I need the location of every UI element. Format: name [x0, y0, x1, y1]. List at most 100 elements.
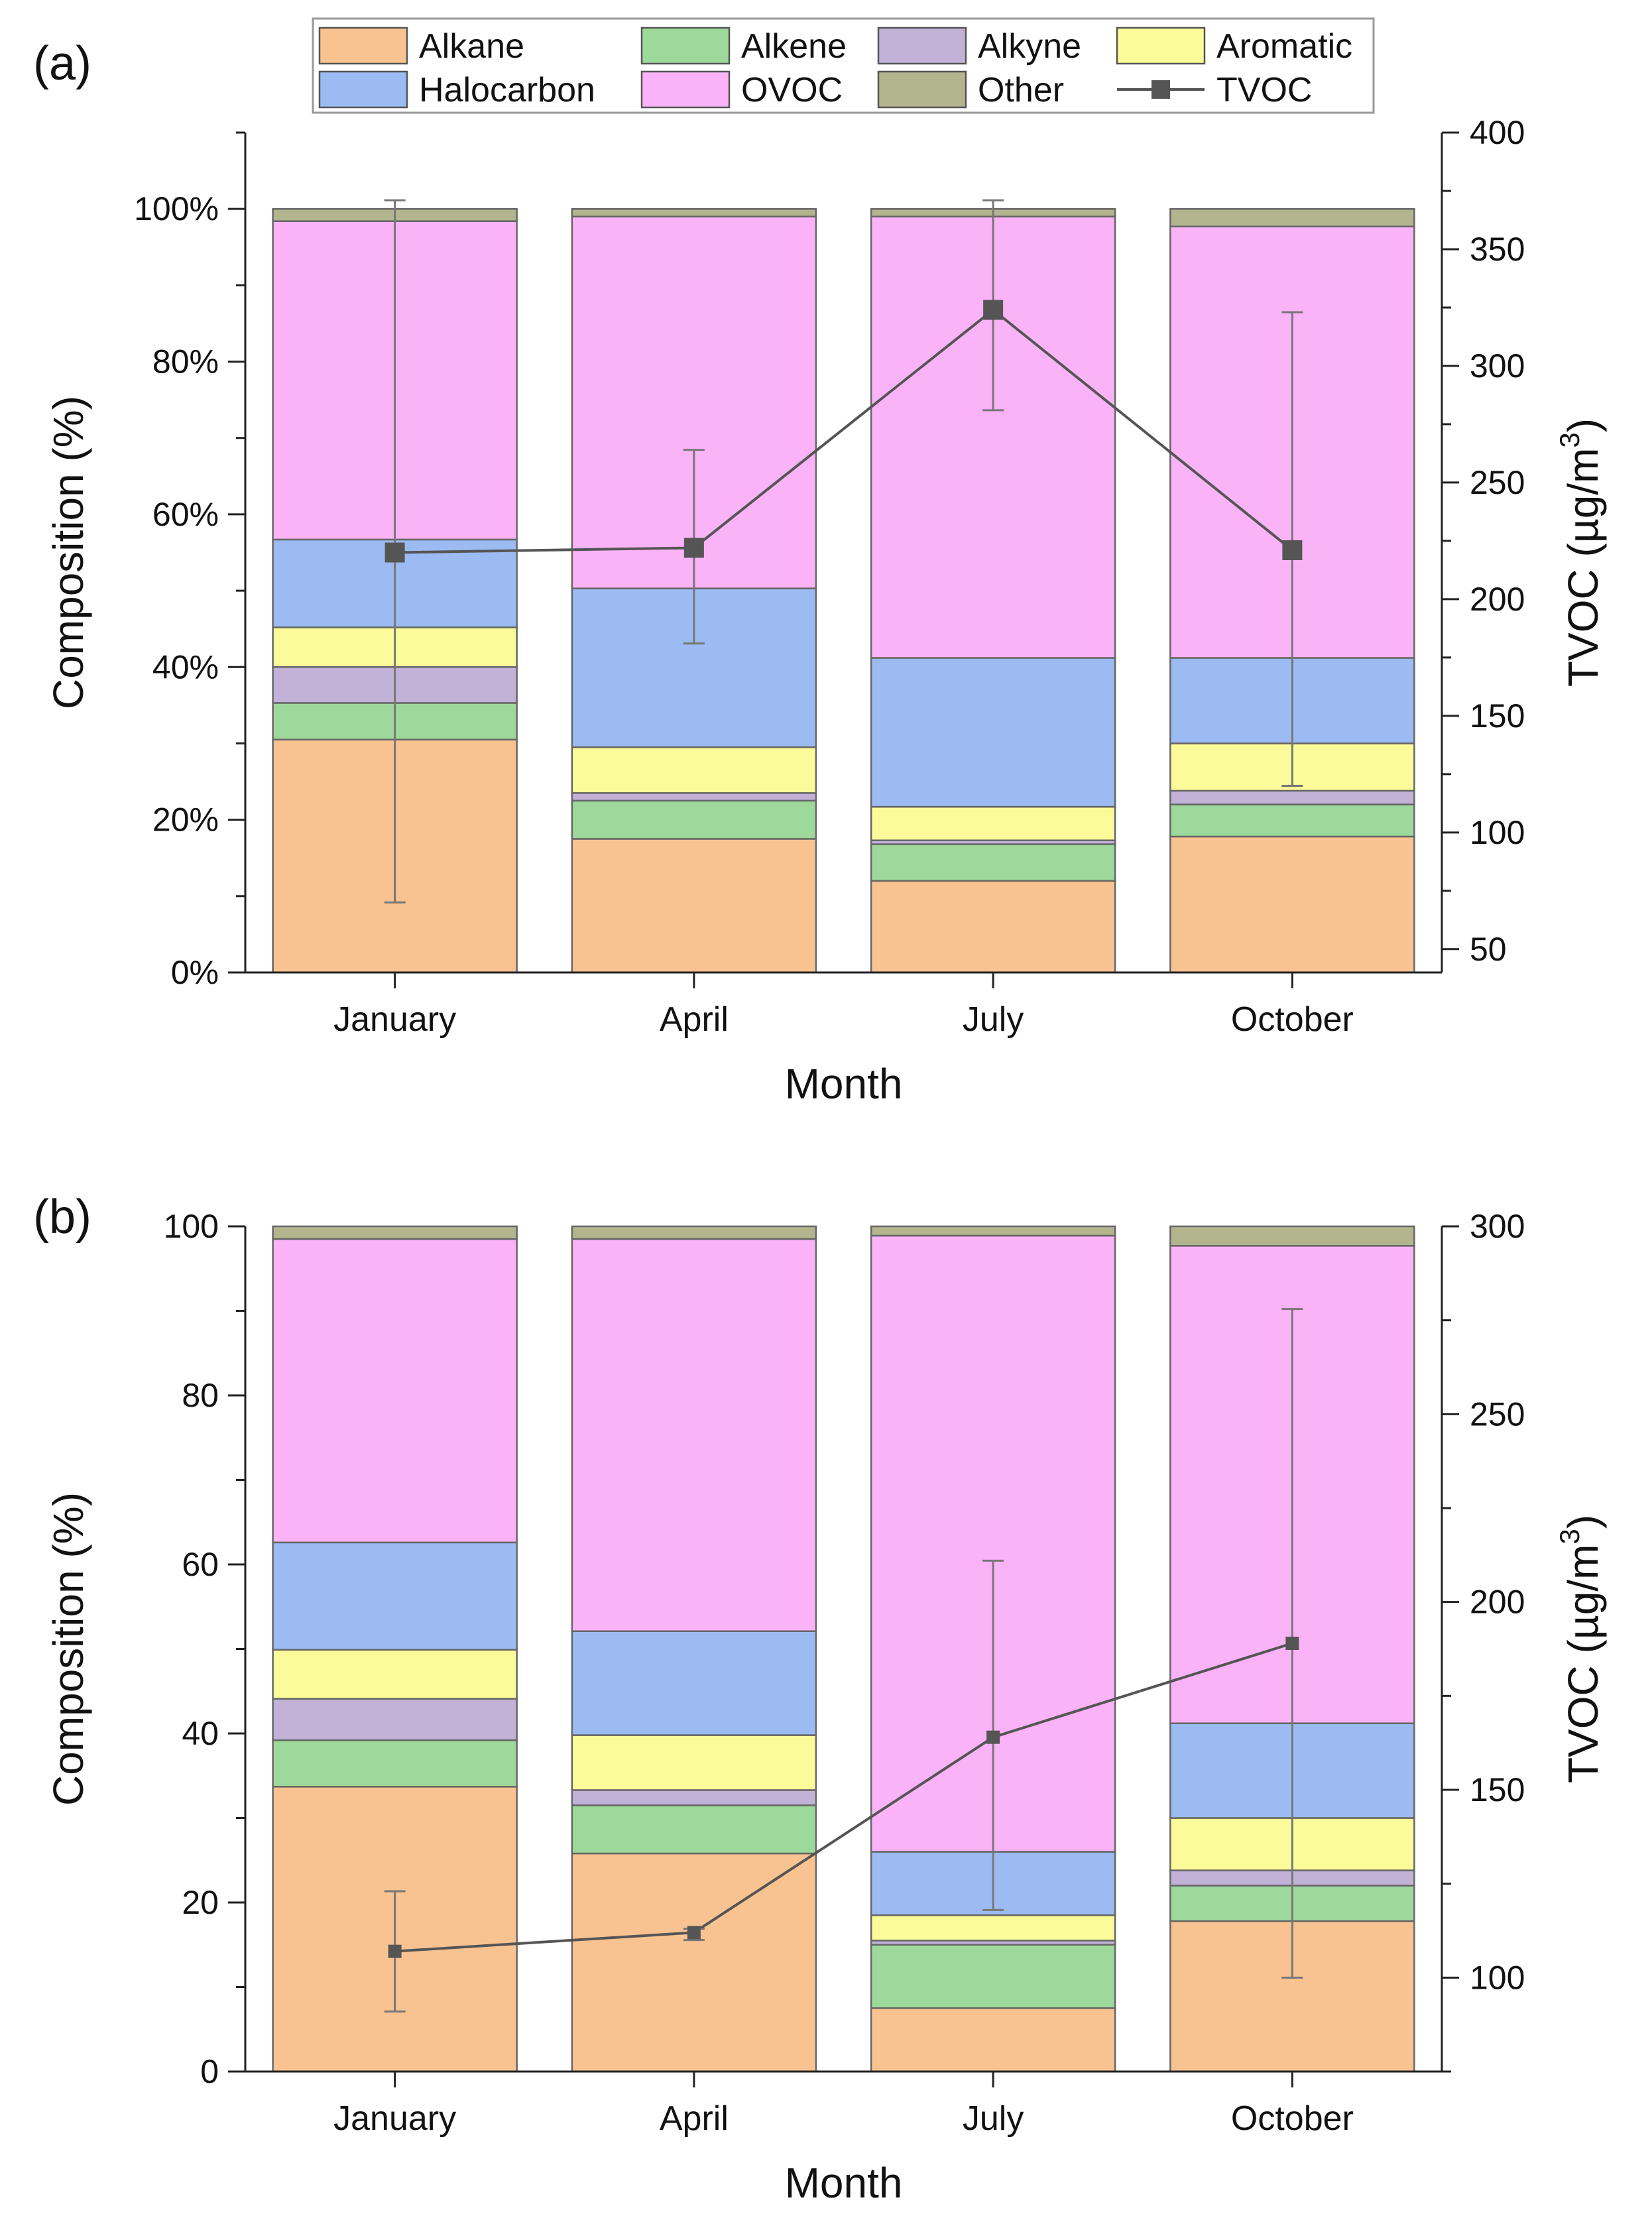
legend-entry-alkyne-swatch [877, 27, 967, 65]
panel-b-tvoc-point-july [986, 1730, 1000, 1744]
panel-b-tvoc-point-april [687, 1926, 701, 1940]
panel-a-bar-april-aromatic [571, 746, 817, 794]
panel-a-bar-october-alkane [1169, 835, 1415, 974]
panel-a-bar-july-alkene [870, 843, 1116, 882]
panel-a-bar-july-alkane [870, 880, 1116, 974]
panel-a-y-axis-title: Composition (%) [44, 396, 92, 709]
panel-a-left-tick-label-3: 60% [152, 496, 219, 533]
panel-b-bar-january-halocarbon [272, 1541, 518, 1651]
panel-a-x-tick-label-april: April [660, 1000, 729, 1039]
legend-entry-tvoc-marker [1151, 80, 1170, 99]
panel-a-y2-axis-title-main: TVOC (µg/m [1559, 448, 1607, 687]
panel-b-y2-axis-title-sup: 3 [1554, 1529, 1585, 1544]
panel-a-bar-april-alkane [571, 838, 817, 974]
panel-a-y2-axis-title: TVOC (µg/m3) [1554, 418, 1607, 687]
panel-a-tvoc-point-april [683, 538, 704, 558]
panel-a-bar-april-alkyne [571, 792, 817, 802]
panel-b-right-tick-label-0: 100 [1470, 1959, 1525, 1996]
panel-b-left-tick-label-4: 80 [182, 1377, 219, 1414]
panel-b-bar-january-aromatic [272, 1649, 518, 1700]
panel-a-x-tick-label-october: October [1231, 1000, 1354, 1039]
panel-b-bar-april-alkene [571, 1804, 817, 1855]
panel-a-left-tick-label-5: 100% [134, 190, 219, 227]
panel-b-label: (b) [33, 1191, 91, 1244]
legend-entry-halocarbon-swatch [318, 70, 408, 109]
panel-a-right-tick-label-5: 300 [1470, 347, 1525, 384]
legend-entry-halocarbon-label: Halocarbon [419, 71, 595, 109]
panel-a-right-tick-label-2: 150 [1470, 697, 1525, 734]
legend: Alkane Alkene Alkyne Aromatic Halocarbon OVOC… [312, 17, 1375, 114]
panel-a-tvoc-line [394, 308, 1293, 554]
legend-entry-alkene-swatch [640, 27, 731, 65]
panel-b-bar-april-ovoc [571, 1238, 817, 1632]
panel-a-bar-april-other [571, 207, 817, 217]
panel-a-bar-april-alkene [571, 799, 817, 840]
panel-a-right-tick-label-3: 200 [1470, 581, 1525, 618]
panel-b-bar-july-other [870, 1225, 1116, 1237]
panel-a-bar-july-halocarbon [870, 657, 1116, 808]
legend-entry-alkane-label: Alkane [419, 27, 524, 66]
panel-b-bar-april-other [571, 1225, 817, 1240]
panel-b-right-tick-label-2: 200 [1470, 1584, 1525, 1621]
panel-a-x-tick-label-july: July [963, 1000, 1024, 1039]
panel-b-left-tick-label-3: 60 [182, 1546, 219, 1583]
panel-b-left-tick-label-1: 20 [182, 1884, 219, 1921]
panel-a-label: (a) [33, 37, 91, 90]
panel-b-x-tick-label-october: October [1231, 2099, 1354, 2138]
legend-entry-other-swatch [877, 70, 967, 109]
legend-entry-other-label: Other [978, 71, 1064, 109]
panel-a-bar-july-aromatic [870, 805, 1116, 841]
panel-b-bar-july-alkane [870, 2007, 1116, 2073]
chart-panel-b: (b) 0 20 40 60 80 100 100 150 200 250 300 January Ap… [33, 1191, 1607, 2207]
legend-entry-alkyne-label: Alkyne [978, 27, 1081, 66]
panel-b-bar-january-ovoc [272, 1238, 518, 1544]
legend-entry-alkene-label: Alkene [741, 27, 847, 66]
panel-a-tvoc-point-january [384, 542, 405, 563]
panel-a-bar-october-alkene [1169, 803, 1415, 838]
panel-a-right-tick-label-1: 100 [1470, 814, 1525, 851]
legend-entry-tvoc-label: TVOC [1216, 71, 1312, 109]
panel-a-bar-october-other [1169, 207, 1415, 227]
panel-b-bar-october-other [1169, 1225, 1415, 1247]
panel-b-tvoc-line [394, 1642, 1293, 1953]
panel-a-x-tick-label-january: January [333, 1000, 456, 1039]
panel-b-bar-january-alkyne [272, 1698, 518, 1741]
panel-b-left-tick-label-5: 100 [164, 1208, 219, 1245]
panel-a-y2-axis-title-sup: 3 [1554, 432, 1585, 447]
panel-b-bar-april-alkyne [571, 1789, 817, 1806]
panel-b-x-tick-label-january: January [333, 2099, 456, 2138]
panel-a-right-tick-label-4: 250 [1470, 464, 1525, 501]
panel-b-left-tick-label-2: 40 [182, 1715, 219, 1752]
legend-entry-ovoc-swatch [640, 70, 731, 109]
chart-panel-a: (a) 0% 20% 40% 60% 80% 100% 50 100 150 200 250 300 3… [33, 37, 1607, 1108]
panel-b-tvoc-point-january [388, 1944, 402, 1958]
panel-b-right-tick-label-3: 250 [1470, 1395, 1525, 1433]
panel-b-bar-april-alkane [571, 1852, 817, 2073]
panel-a-tvoc-point-october [1282, 540, 1303, 560]
panel-a-left-tick-label-4: 80% [152, 343, 219, 380]
panel-b-x-axis-title: Month [785, 2159, 903, 2207]
panel-b-right-tick-label-1: 150 [1470, 1771, 1525, 1808]
panel-b-y2-axis-title: TVOC (µg/m3) [1554, 1515, 1607, 1783]
legend-entry-alkane-swatch [318, 27, 408, 65]
legend-entry-aromatic-swatch [1116, 27, 1206, 65]
panel-b-x-tick-label-july: July [963, 2099, 1024, 2138]
panel-b-y-axis-title: Composition (%) [44, 1492, 92, 1806]
legend-entry-aromatic-label: Aromatic [1216, 27, 1352, 66]
panel-b-right-tick-label-4: 300 [1470, 1208, 1525, 1245]
panel-b-bar-january-alkene [272, 1739, 518, 1788]
panel-a-left-tick-label-2: 40% [152, 648, 219, 685]
panel-a-x-axis-title: Month [785, 1060, 903, 1108]
panel-b-bar-april-halocarbon [571, 1630, 817, 1736]
panel-b-y2-axis-title-main: TVOC (µg/m [1559, 1545, 1607, 1783]
panel-a-right-tick-label-6: 350 [1470, 231, 1525, 268]
panel-b-left-tick-label-0: 0 [200, 2053, 219, 2090]
panel-a-right-tick-label-7: 400 [1470, 114, 1525, 151]
panel-a-left-tick-label-0: 0% [171, 954, 219, 991]
legend-entry-ovoc-label: OVOC [741, 71, 843, 109]
panel-a-right-tick-label-0: 50 [1470, 931, 1507, 968]
panel-b-bar-july-aromatic [870, 1914, 1116, 1942]
panel-a-left-tick-label-1: 20% [152, 801, 219, 839]
panel-a-y2-axis-title-end: ) [1559, 418, 1607, 432]
